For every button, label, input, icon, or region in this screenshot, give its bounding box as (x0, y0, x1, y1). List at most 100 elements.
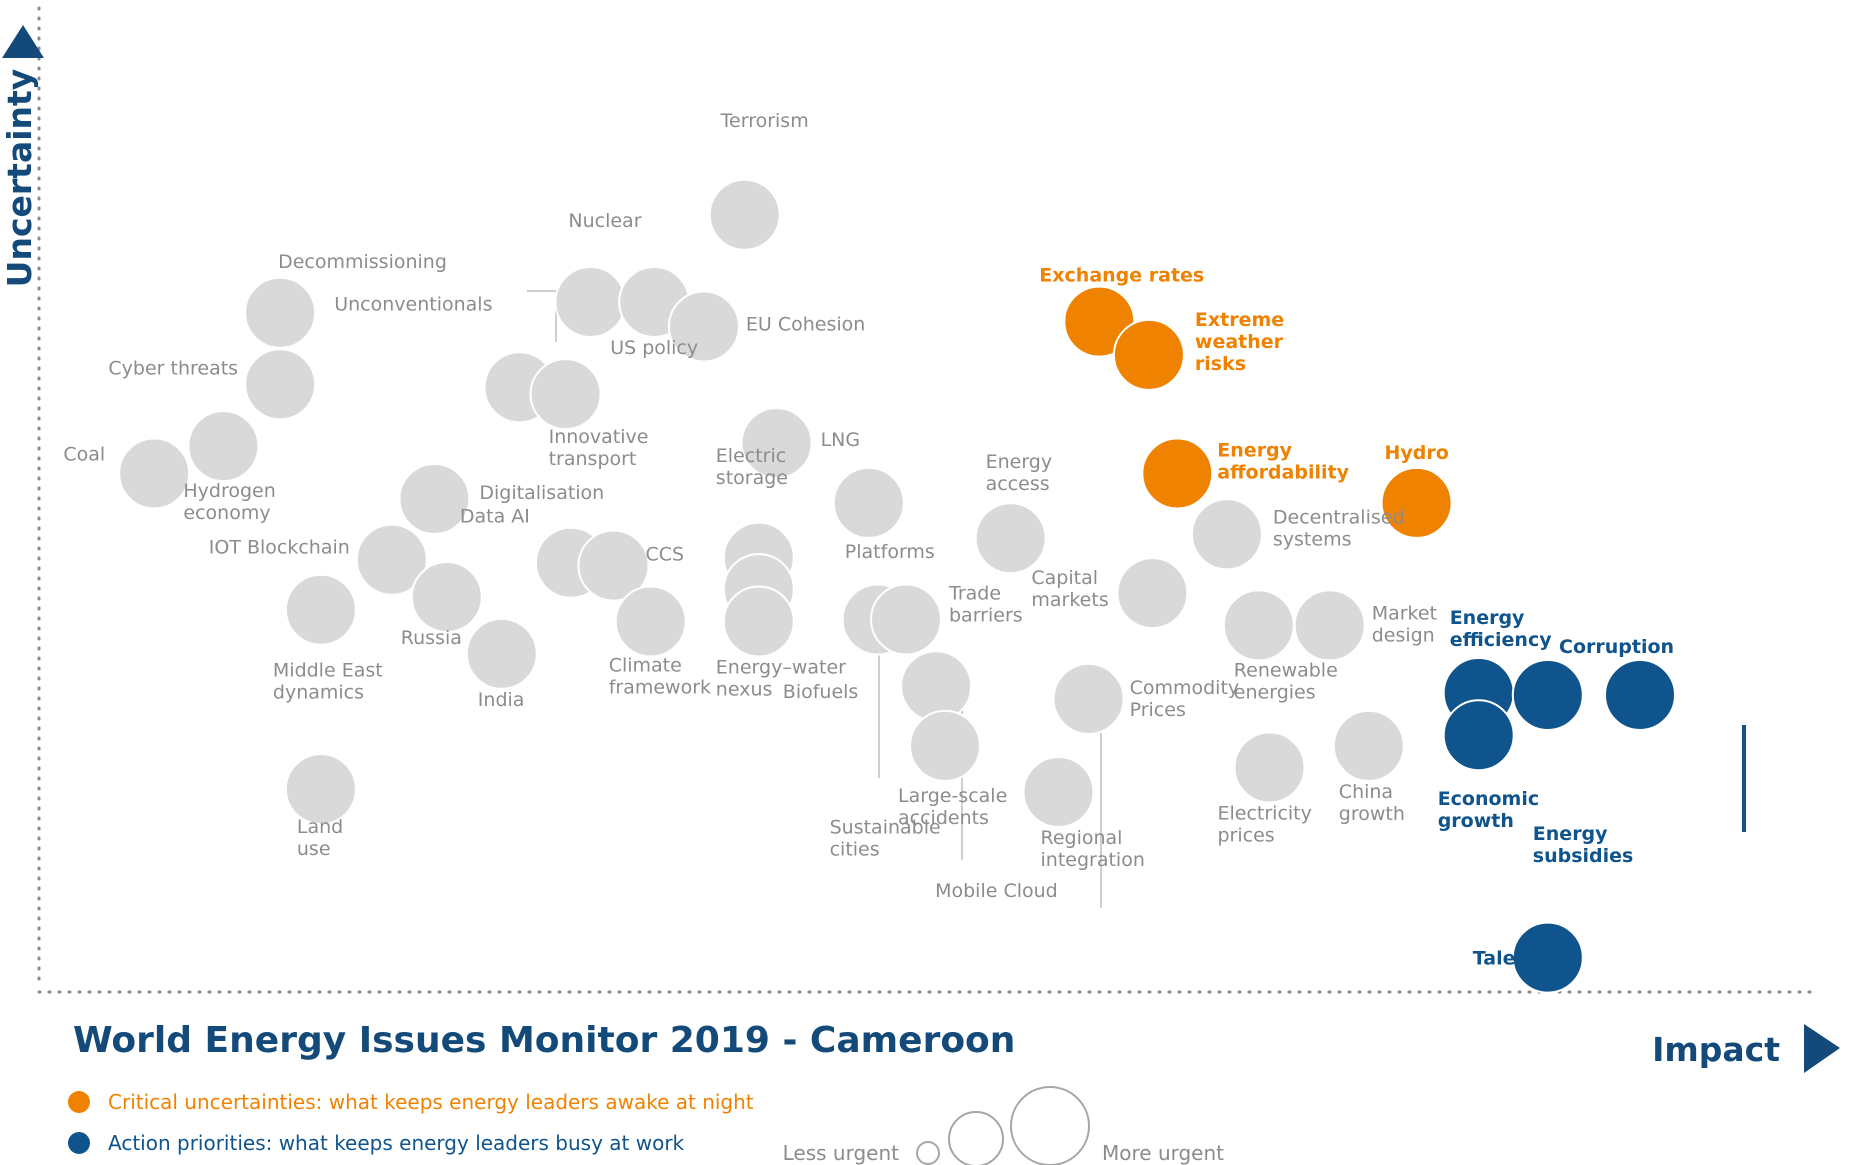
x-axis-arrow-icon (1804, 1024, 1840, 1073)
size-large-circle (1010, 1086, 1090, 1165)
bubble-innovative-transport (529, 358, 602, 431)
bubble-cyber-threats (244, 348, 317, 421)
bubble-commodity-prices (1052, 662, 1125, 735)
bubbles-layer (118, 178, 1676, 994)
legend-more-urgent: More urgent (1102, 1141, 1224, 1165)
label-regional-integration: Regional integration (1041, 827, 1145, 871)
label-climate-framework: Climate framework (609, 655, 711, 699)
bubble-nuclear (554, 266, 627, 338)
size-medium-circle (948, 1111, 1004, 1165)
bubble-extreme-weather-risks (1112, 318, 1185, 391)
label-decentralised-systems: Decentralised systems (1273, 506, 1405, 550)
bubble-electricity-prices (1233, 731, 1306, 804)
label-platforms: Platforms (845, 541, 935, 563)
x-axis-title: Impact (1652, 1030, 1780, 1069)
bubble-lng (740, 407, 813, 480)
bubble-platforms (832, 466, 905, 539)
bubble-russia (410, 561, 483, 633)
size-small-circle (916, 1141, 940, 1165)
legend-orange-marker (68, 1091, 90, 1113)
label-corruption: Corruption (1559, 636, 1674, 658)
bubble-renewable-energies (1222, 589, 1295, 662)
label-biofuels: Biofuels (783, 681, 859, 703)
label-unconventionals: Unconventionals (334, 293, 492, 315)
bubble-trade-barriers (870, 583, 942, 656)
y-axis-title: Uncertainty (0, 69, 39, 288)
bubble-corruption (1604, 659, 1676, 731)
label-digitalisation: Digitalisation (479, 482, 604, 504)
label-energy-affordability: Energy affordability (1217, 440, 1349, 484)
bubble-mobile-cloud (900, 650, 973, 723)
bubble-hydro (1380, 466, 1453, 539)
legend-blue-marker (68, 1132, 90, 1154)
label-energy-subsidies: Energy subsidies (1533, 823, 1634, 867)
label-capital-markets: Capital markets (1031, 567, 1108, 611)
label-commodity-prices: Commodity Prices (1130, 677, 1240, 721)
label-extreme-weather-risks: Extreme weather risks (1195, 309, 1284, 375)
bubble-energy-access (974, 502, 1047, 575)
bubble-iot-blockchain (355, 523, 428, 596)
label-energy-efficiency: Energy efficiency (1450, 607, 1553, 651)
label-eu-cohesion: EU Cohesion (746, 314, 865, 336)
label-terrorism: Terrorism (720, 110, 809, 132)
label-russia: Russia (401, 627, 462, 649)
label-china-growth: China growth (1339, 781, 1405, 825)
label-hydro: Hydro (1384, 442, 1448, 464)
label-data-ai: Data AI (460, 506, 530, 528)
label-india: India (478, 689, 525, 711)
label-mobile-cloud: Mobile Cloud (935, 880, 1058, 902)
bubble-land-use (284, 753, 357, 826)
label-ccs: CCS (646, 544, 685, 566)
y-axis-arrow-icon (2, 25, 44, 58)
bubble-decommissioning (244, 276, 317, 349)
label-us-policy: US policy (610, 337, 698, 359)
bubble-climate-framework (614, 585, 687, 658)
bubble-coal (118, 437, 191, 510)
bubble-ccs (577, 529, 650, 602)
bubble-energy-water-nexus (722, 585, 795, 658)
label-hydrogen-economy: Hydrogen economy (183, 480, 275, 524)
bubble-digitalisation (398, 463, 471, 535)
label-coal: Coal (63, 444, 105, 466)
label-middle-east-dynamics: Middle East dynamics (273, 660, 383, 704)
bubble-hydrogen-economy (187, 410, 260, 483)
label-lng: LNG (821, 429, 861, 451)
label-iot-blockchain: IOT Blockchain (209, 537, 350, 559)
bubble-market-design (1293, 589, 1366, 662)
bubble-energy-subsidies (1511, 659, 1584, 731)
label-cyber-threats: Cyber threats (108, 357, 238, 379)
bubble-india (465, 617, 538, 690)
bubble-decentralised-systems (1190, 498, 1263, 571)
bubble-energy-affordability (1141, 437, 1214, 510)
bubble-capital-markets (1116, 557, 1189, 630)
label-energy-access: Energy access (986, 451, 1053, 495)
bubble-middle-east-dynamics (284, 573, 357, 646)
bubble-large-scale-accidents (909, 709, 981, 782)
label-innovative-transport: Innovative transport (549, 426, 649, 470)
label-market-design: Market design (1372, 602, 1437, 646)
label-renewable-energies: Renewable energies (1234, 659, 1338, 703)
label-sustainable-cities: Sustainable cities (830, 817, 941, 861)
label-decommissioning: Decommissioning (278, 251, 447, 273)
bubble-economic-growth (1442, 699, 1515, 772)
label-talent: Talent (1473, 948, 1538, 970)
label-economic-growth: Economic growth (1438, 788, 1539, 832)
label-exchange-rates: Exchange rates (1039, 265, 1204, 287)
legend-critical-text: Critical uncertainties: what keeps energ… (108, 1090, 754, 1114)
chart-title: World Energy Issues Monitor 2019 - Camer… (73, 1020, 1015, 1061)
bubble-talent (1511, 921, 1584, 994)
bubble-eu-cohesion (667, 290, 740, 363)
label-energy-water-nexus: Energy–water nexus (716, 657, 846, 701)
label-land-use: Land use (297, 816, 343, 860)
label-electricity-prices: Electricity prices (1218, 803, 1312, 847)
bubble-china-growth (1332, 709, 1405, 782)
label-trade-barriers: Trade barriers (948, 583, 1023, 627)
bubble-terrorism (708, 178, 781, 251)
label-nuclear: Nuclear (568, 210, 641, 232)
bubble-regional-integration (1022, 756, 1095, 828)
legend-less-urgent: Less urgent (783, 1141, 900, 1165)
label-large-scale-accidents: Large-scale accidents (898, 785, 1007, 829)
label-electric-storage: Electric storage (716, 445, 788, 489)
labels-layer: Terrorism Decommissioning Nuclear US policy… (63, 110, 1674, 970)
